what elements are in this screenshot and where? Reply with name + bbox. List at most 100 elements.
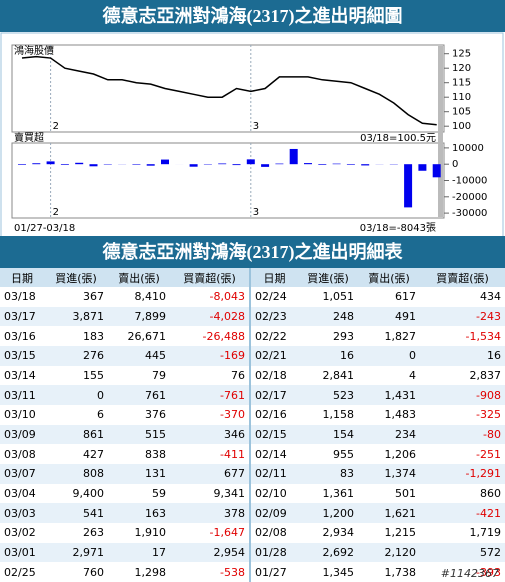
date-cell: 03/16 <box>4 329 36 343</box>
number-cell: 1,200 <box>298 503 358 523</box>
number-cell: 83 <box>298 463 358 484</box>
number-cell: -370 <box>220 408 245 422</box>
number-cell: 26,671 <box>127 329 167 343</box>
bar <box>304 163 312 165</box>
number-cell: 248 <box>298 306 358 327</box>
watermark: #1142367 <box>440 567 499 580</box>
number-cell: 76 <box>231 368 245 382</box>
panel-title: 鴻海股價 <box>14 44 54 57</box>
date-cell: 03/10 <box>4 408 36 422</box>
date-cell: 02/15 <box>249 424 298 445</box>
number-cell: 59 <box>152 486 166 500</box>
number-cell: 376 <box>145 408 166 422</box>
y-tick-label: 115 <box>452 78 471 89</box>
number-cell: 16 <box>420 345 505 366</box>
number-cell: 2,692 <box>298 542 358 563</box>
number-cell: 155 <box>83 368 104 382</box>
date-cell: 03/18 <box>4 290 36 304</box>
x-tick-label: 3 <box>253 121 259 132</box>
trade-table: 日期 買進(張) 賣出(張) 買賣超(張) 日期 買進(張) 賣出(張) 買賣超(張) 03/… <box>0 268 505 582</box>
number-cell: 17 <box>108 542 170 563</box>
table-row: 03/14 155 79 76 02/18 2,841 4 2,837 <box>0 365 505 386</box>
x-tick-label: 2 <box>53 121 59 132</box>
y-tick-label: 110 <box>452 92 471 103</box>
date-cell: 03/17 <box>0 306 44 327</box>
date-cell: 03/14 <box>4 368 36 382</box>
table-row: 03/10 6 376 -370 02/16 1,158 1,483 -325 <box>0 404 505 425</box>
number-cell: -761 <box>170 385 250 405</box>
number-cell: 154 <box>298 424 358 445</box>
number-cell: -4,028 <box>170 306 250 327</box>
y-tick-label: -20000 <box>452 192 487 203</box>
date-cell: 02/22 <box>249 326 298 346</box>
date-cell: 01/28 <box>249 542 298 563</box>
number-cell: 9,400 <box>72 486 105 500</box>
column-header: 買賣超(張) <box>170 268 250 287</box>
number-cell: 163 <box>108 503 170 523</box>
number-cell: 79 <box>152 368 166 382</box>
table-row: 03/07 808 131 677 02/11 83 1,374 -1,291 <box>0 463 505 484</box>
bar <box>46 161 55 165</box>
number-cell: 955 <box>333 447 354 461</box>
table-row: 03/08 427 838 -411 02/14 955 1,206 -251 <box>0 444 505 464</box>
number-cell: 1,345 <box>322 565 355 579</box>
number-cell: 0 <box>358 345 420 366</box>
date-cell: 03/01 <box>0 542 44 563</box>
number-cell: 1,158 <box>322 408 355 422</box>
number-cell: -1,534 <box>465 329 501 343</box>
bar <box>332 163 341 165</box>
number-cell: -243 <box>420 306 505 327</box>
date-cell: 02/08 <box>249 522 298 543</box>
number-cell: 131 <box>108 463 170 484</box>
bar <box>75 162 84 165</box>
number-cell: 1,738 <box>384 565 417 579</box>
number-cell: 861 <box>44 424 108 445</box>
number-cell: 346 <box>170 424 250 445</box>
x-tick-label: 3 <box>253 207 259 218</box>
number-cell: 541 <box>44 503 108 523</box>
date-cell: 03/08 <box>4 447 36 461</box>
number-cell: 1,719 <box>469 526 502 540</box>
number-cell: 293 <box>333 329 354 343</box>
table-row: 02/25 760 1,298 -538 01/27 1,345 1,738 -393 <box>0 562 505 582</box>
bar <box>32 163 41 165</box>
date-cell: 03/03 <box>0 503 44 523</box>
bar <box>318 164 327 165</box>
y-tick-label: 125 <box>452 49 471 60</box>
number-cell: -325 <box>476 408 501 422</box>
y-tick-label: 10000 <box>452 143 484 154</box>
table-row: 03/02 263 1,910 -1,647 02/08 2,934 1,215 1,719 <box>0 522 505 543</box>
range-label: 01/27-03/18 <box>14 223 75 234</box>
table-row: 03/03 541 163 378 02/09 1,200 1,621 -421 <box>0 503 505 523</box>
table-row: 03/01 2,971 17 2,954 01/28 2,692 2,120 572 <box>0 542 505 563</box>
number-cell: 501 <box>395 486 416 500</box>
price-line <box>21 55 437 126</box>
bar <box>246 159 255 165</box>
number-cell: -421 <box>420 503 505 523</box>
bar <box>189 164 198 167</box>
table-row: 03/18 367 8,410 -8,043 02/24 1,051 617 434 <box>0 287 505 307</box>
last-label: 03/18=-8043張 <box>360 222 436 234</box>
column-header: 賣出(張) <box>108 268 170 287</box>
number-cell: 378 <box>170 503 250 523</box>
bar <box>18 164 26 165</box>
number-cell: -80 <box>420 424 505 445</box>
number-cell: 572 <box>420 542 505 563</box>
y-tick-label: 100 <box>452 121 471 132</box>
bar <box>361 164 370 166</box>
table-row: 03/15 276 445 -169 02/21 16 0 16 <box>0 345 505 366</box>
date-cell: 02/11 <box>249 463 298 484</box>
number-cell: 1,374 <box>358 463 420 484</box>
column-header: 買賣超(張) <box>420 268 505 287</box>
bar <box>132 164 141 165</box>
number-cell: 617 <box>395 290 416 304</box>
table-row: 03/17 3,871 7,899 -4,028 02/23 248 491 -243 <box>0 306 505 327</box>
number-cell: 234 <box>358 424 420 445</box>
number-cell: 445 <box>108 345 170 366</box>
number-cell: -26,488 <box>202 329 245 343</box>
bar <box>218 163 227 165</box>
y-tick-label: -30000 <box>452 208 487 219</box>
number-cell: 515 <box>108 424 170 445</box>
number-cell: 9,341 <box>213 486 246 500</box>
